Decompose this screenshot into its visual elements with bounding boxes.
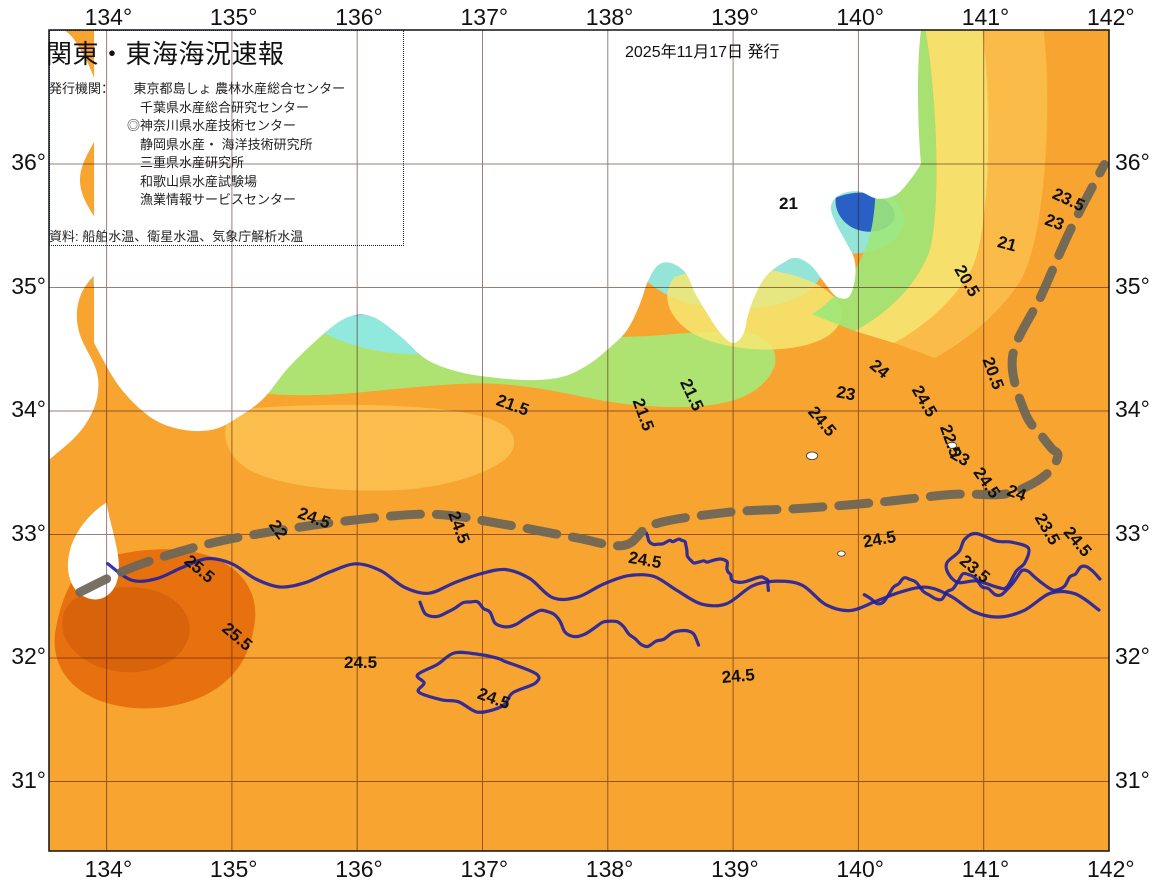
svg-text:24.5: 24.5 bbox=[721, 665, 756, 687]
svg-text:24.5: 24.5 bbox=[344, 653, 377, 672]
svg-text:23: 23 bbox=[835, 382, 857, 404]
svg-text:21: 21 bbox=[779, 194, 798, 213]
